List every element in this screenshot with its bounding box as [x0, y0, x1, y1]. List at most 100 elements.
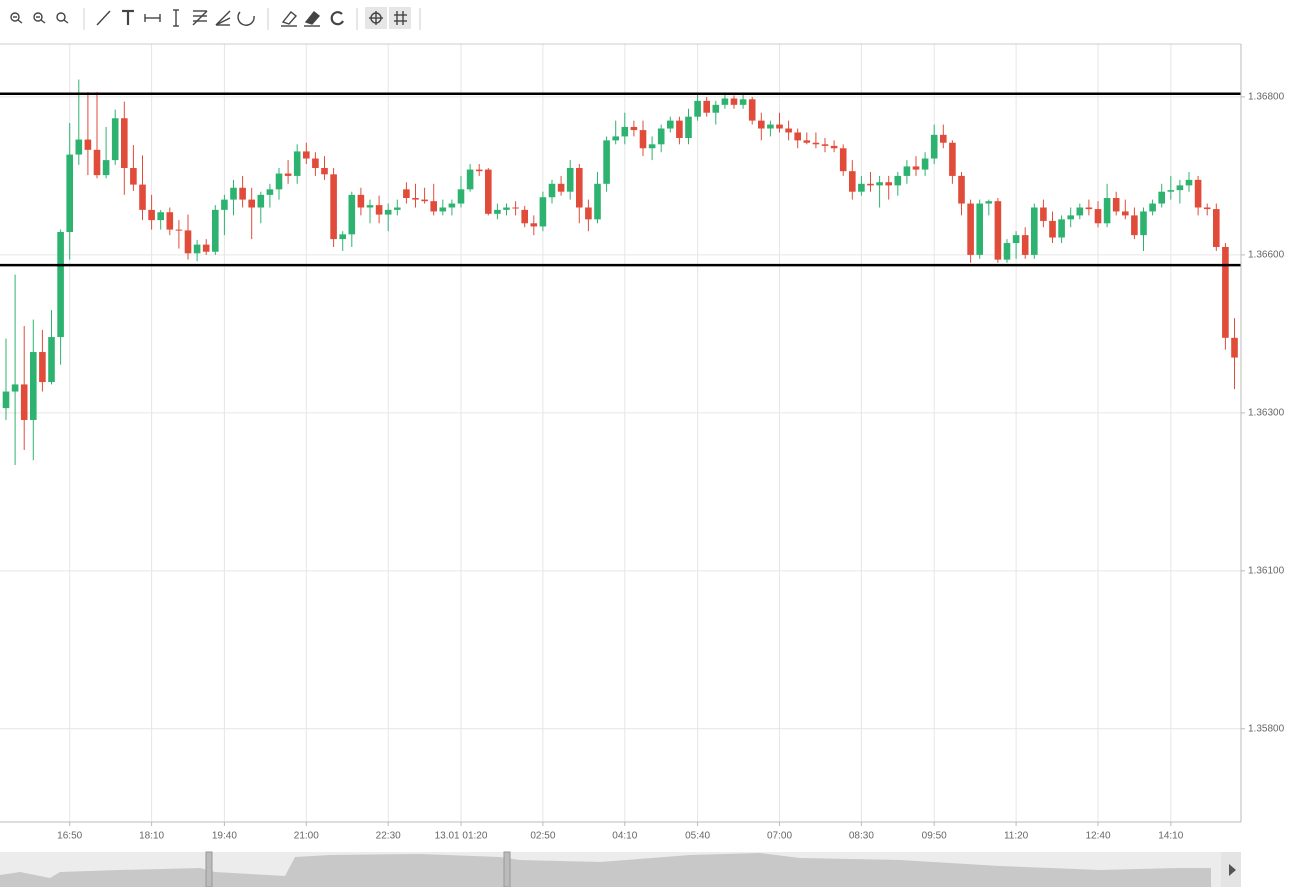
candle-body [576, 168, 583, 208]
x-tick-label: 16:50 [57, 831, 82, 842]
candle-body [57, 231, 64, 338]
candle-body [1085, 207, 1093, 210]
candle-body [1149, 203, 1156, 212]
fan[interactable] [215, 10, 231, 26]
candle-body [20, 384, 28, 420]
candle-body [685, 116, 692, 138]
candle-body [712, 104, 720, 113]
crosshair[interactable] [369, 11, 383, 25]
candle-body [1231, 337, 1238, 358]
zoom-out[interactable] [33, 12, 46, 24]
candle-body [348, 194, 356, 235]
candle-body [384, 209, 392, 215]
candle-body [293, 151, 301, 176]
candle-body [767, 124, 774, 129]
candle-body [475, 169, 483, 172]
candle-body [785, 128, 792, 133]
candle-body [421, 199, 428, 202]
candle-body [75, 139, 83, 155]
y-tick-label: 1.36600 [1248, 250, 1285, 261]
trend-line[interactable] [96, 10, 111, 26]
candle-body [202, 244, 210, 252]
candle-body [530, 223, 538, 227]
candle-body [357, 194, 365, 208]
text-tool[interactable] [122, 9, 134, 25]
candle-body [403, 189, 410, 199]
candle-body [48, 337, 55, 383]
candle-body [139, 184, 146, 210]
navigator-handle[interactable] [205, 851, 213, 888]
candle-body [548, 183, 556, 198]
zoom-in[interactable] [10, 12, 23, 24]
candle-body [839, 148, 847, 172]
x-tick-label: 02:50 [530, 831, 555, 842]
candle-body [1040, 207, 1047, 221]
candle-body [566, 168, 574, 192]
candle-body [912, 166, 920, 170]
candle-body [994, 201, 1002, 260]
candle-body [1222, 246, 1229, 338]
navigator[interactable] [0, 851, 1241, 888]
candle-body [694, 100, 701, 117]
candle-body [539, 197, 547, 227]
candle-body [1076, 207, 1084, 216]
candle-body [84, 139, 92, 150]
arc[interactable] [237, 11, 255, 26]
candle-body [148, 209, 155, 221]
candle-body [1058, 219, 1065, 238]
candle-body [375, 205, 383, 215]
candle-body [748, 99, 756, 121]
refresh[interactable] [330, 11, 344, 26]
x-tick-label: 21:00 [294, 831, 319, 842]
candle-body [967, 203, 974, 255]
candle-body [1103, 198, 1111, 224]
candle-body [111, 118, 119, 161]
vertical-measure[interactable] [173, 9, 179, 27]
navigator-handle[interactable] [503, 851, 511, 888]
candle-body [494, 209, 501, 214]
candle-body [758, 120, 765, 129]
x-tick-label: 12:40 [1085, 831, 1110, 842]
candle-body [803, 140, 811, 143]
candle-body [1167, 190, 1175, 192]
candle-body [121, 118, 128, 169]
x-tick-label: 08:30 [849, 831, 874, 842]
candle-body [1003, 243, 1011, 260]
candle-body [230, 187, 237, 200]
x-tick-label: 19:40 [212, 831, 237, 842]
eraser[interactable] [281, 11, 298, 27]
candle-body [830, 145, 838, 149]
candle-body [1194, 179, 1202, 208]
candle-body [303, 151, 310, 159]
candle-body [903, 166, 911, 176]
horizontal-measure[interactable] [144, 14, 161, 22]
x-tick-label: 09:50 [922, 831, 947, 842]
candle-body [1112, 198, 1120, 212]
scroll-arrow [1229, 864, 1236, 876]
toolbar [10, 7, 421, 30]
candle-body [130, 168, 137, 185]
candle-body [11, 384, 19, 392]
candle-body [448, 203, 456, 208]
navigator-area [0, 853, 1211, 887]
candle-body [1158, 191, 1165, 204]
x-tick-label: 07:00 [767, 831, 792, 842]
candle-body [1094, 209, 1102, 224]
candle-body [949, 142, 956, 176]
eraser-all[interactable] [304, 11, 321, 27]
x-tick-label: 22:30 [376, 831, 401, 842]
candle-body [621, 126, 629, 137]
candle-body [867, 183, 874, 186]
candle-body [485, 169, 492, 214]
zoom-reset[interactable] [56, 12, 69, 24]
candle-body [212, 209, 219, 252]
fibonacci[interactable] [192, 10, 208, 26]
candle-body [821, 144, 829, 146]
candle-body [366, 205, 374, 208]
candle-body [394, 207, 401, 210]
candle-body [412, 198, 419, 200]
grid-bg [389, 7, 411, 29]
grid-toggle[interactable] [394, 11, 407, 25]
candle-body [339, 234, 346, 240]
candle-body [466, 169, 474, 190]
